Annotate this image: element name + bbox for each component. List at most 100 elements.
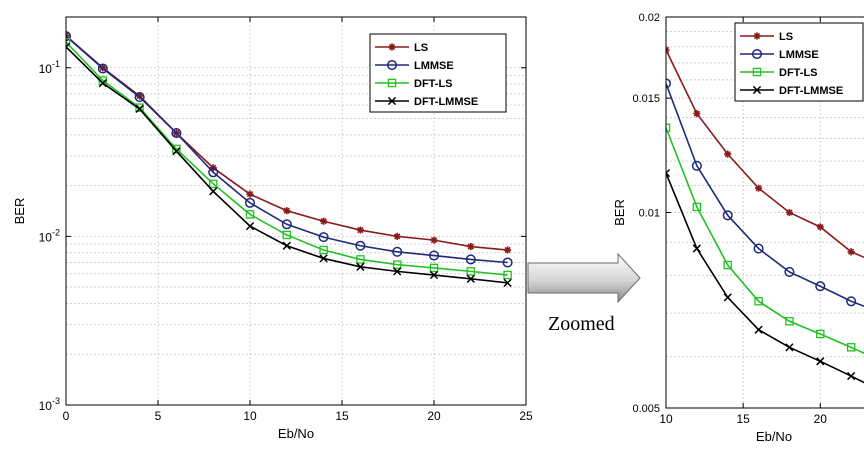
data-point-dft-lmmse (282, 241, 291, 250)
legend-marker-lmmse (386, 59, 398, 71)
series-line-lmmse (666, 83, 864, 308)
data-point-dft-lmmse (245, 222, 255, 231)
x-tick-label: 0 (63, 409, 70, 423)
data-point-lmmse (846, 296, 857, 307)
y-axis-label: BER (612, 199, 627, 226)
series-line-dft-lmmse (666, 172, 864, 384)
data-point-dft-ls (245, 210, 255, 219)
data-point-dft-lmmse (98, 79, 107, 88)
data-point-dft-ls (282, 230, 292, 240)
data-point-lmmse (97, 63, 108, 74)
data-point-ls (467, 242, 475, 251)
legend-marker-ls (388, 43, 396, 51)
data-point-dft-lmmse (785, 343, 794, 352)
legend-label-lmmse: LMMSE (414, 60, 454, 72)
data-point-lmmse (691, 160, 702, 171)
data-point-ls (136, 92, 144, 100)
legend-label-dft-ls: DFT-LS (779, 67, 818, 79)
y-tick-label: 10-3 (39, 396, 60, 413)
data-point-ls (430, 236, 438, 244)
y-tick-label: 0.015 (632, 93, 660, 105)
y-axis-label: BER (12, 198, 27, 225)
y-tick-label: 10-2 (39, 227, 60, 244)
data-point-lmmse (465, 254, 476, 265)
data-point-dft-lmmse (503, 278, 512, 288)
legend-marker-lmmse (751, 48, 763, 60)
x-tick-label: 20 (427, 409, 441, 423)
legend-marker-dft-lmmse (752, 85, 762, 95)
data-point-dft-lmmse (429, 270, 439, 280)
data-point-dft-lmmse (723, 293, 732, 302)
data-point-ls (816, 223, 824, 231)
data-point-dft-lmmse (847, 371, 856, 381)
legend-label-ls: LS (414, 42, 428, 54)
zoom-arrow-shape (527, 252, 641, 304)
data-point-lmmse (428, 250, 440, 261)
data-point-dft-ls (135, 103, 144, 112)
data-point-lmmse (171, 128, 182, 139)
data-point-dft-lmmse (754, 325, 763, 334)
data-point-dft-ls (785, 317, 794, 326)
chart-zoomed: 10 15 20 0.005 0.01 0.015 0.02 Eb/No BER LS LMMSE D… (612, 12, 864, 444)
x-tick-label: 15 (736, 412, 750, 426)
data-point-dft-lmmse (816, 357, 825, 366)
data-point-ls (724, 150, 732, 158)
data-point-lmmse (281, 219, 292, 230)
y-tick-label: 0.005 (632, 403, 660, 415)
data-point-dft-lmmse (393, 267, 402, 276)
chart-full-range: 0 5 10 15 20 25 10-3 10-2 10-1 Eb/No BER LS LMMSE DFT… (12, 16, 533, 441)
series-line-lmmse (66, 35, 508, 264)
data-point-dft-lmmse (356, 262, 365, 271)
data-point-lmmse (392, 246, 403, 257)
data-point-dft-lmmse (666, 168, 671, 178)
series-line-dft-ls (66, 41, 508, 276)
zoom-annotation: Zoomed (548, 313, 615, 335)
data-point-lmmse (318, 232, 329, 243)
data-point-dft-ls (319, 245, 328, 255)
data-point-lmmse (134, 92, 145, 103)
legend-label-lmmse: LMMSE (779, 49, 819, 61)
legend: LS LMMSE DFT-LS DFT-LMMSE (369, 33, 507, 113)
x-axis-label: Eb/No (756, 429, 792, 444)
legend-label-ls: LS (779, 31, 793, 43)
data-point-dft-ls (466, 267, 476, 276)
data-point-dft-lmmse (466, 274, 475, 283)
data-point-dft-ls (356, 255, 365, 264)
data-point-dft-ls (816, 329, 825, 339)
x-axis-label: Eb/No (278, 426, 314, 441)
data-point-dft-ls (429, 263, 439, 273)
axes-frame (65, 16, 527, 406)
data-point-ls (785, 208, 794, 217)
data-point-dft-ls (754, 297, 763, 306)
y-tick-label: 0.01 (639, 208, 660, 220)
data-point-dft-lmmse (319, 254, 328, 263)
data-point-dft-ls (208, 179, 218, 189)
series-group (666, 46, 864, 384)
y-tick-label: 10-1 (39, 59, 60, 76)
data-point-ls (504, 246, 512, 254)
data-point-dft-lmmse (66, 42, 71, 52)
data-point-dft-lmmse (692, 244, 701, 253)
x-tick-label: 10 (243, 409, 257, 423)
data-point-lmmse (815, 281, 826, 292)
legend-label-dft-lmmse: DFT-LMMSE (414, 96, 478, 108)
data-point-lmmse (244, 197, 256, 208)
data-point-ls (693, 109, 701, 118)
data-point-ls (246, 190, 254, 198)
data-point-dft-lmmse (209, 187, 218, 196)
x-tick-label: 10 (659, 412, 673, 426)
data-point-dft-ls (503, 270, 512, 280)
data-point-lmmse (208, 167, 219, 178)
data-point-dft-lmmse (135, 104, 144, 114)
legend-marker-dft-lmmse (387, 96, 397, 106)
legend-marker-dft-ls (387, 78, 397, 88)
data-point-dft-ls (172, 144, 181, 154)
legend: LS LMMSE DFT-LS DFT-LMMSE (734, 22, 864, 102)
legend-label-dft-ls: DFT-LS (414, 78, 453, 90)
data-point-ls (356, 226, 364, 234)
data-point-ls (283, 207, 291, 215)
legend-marker-dft-ls (752, 67, 762, 77)
legend-label-dft-lmmse: DFT-LMMSE (779, 85, 843, 97)
